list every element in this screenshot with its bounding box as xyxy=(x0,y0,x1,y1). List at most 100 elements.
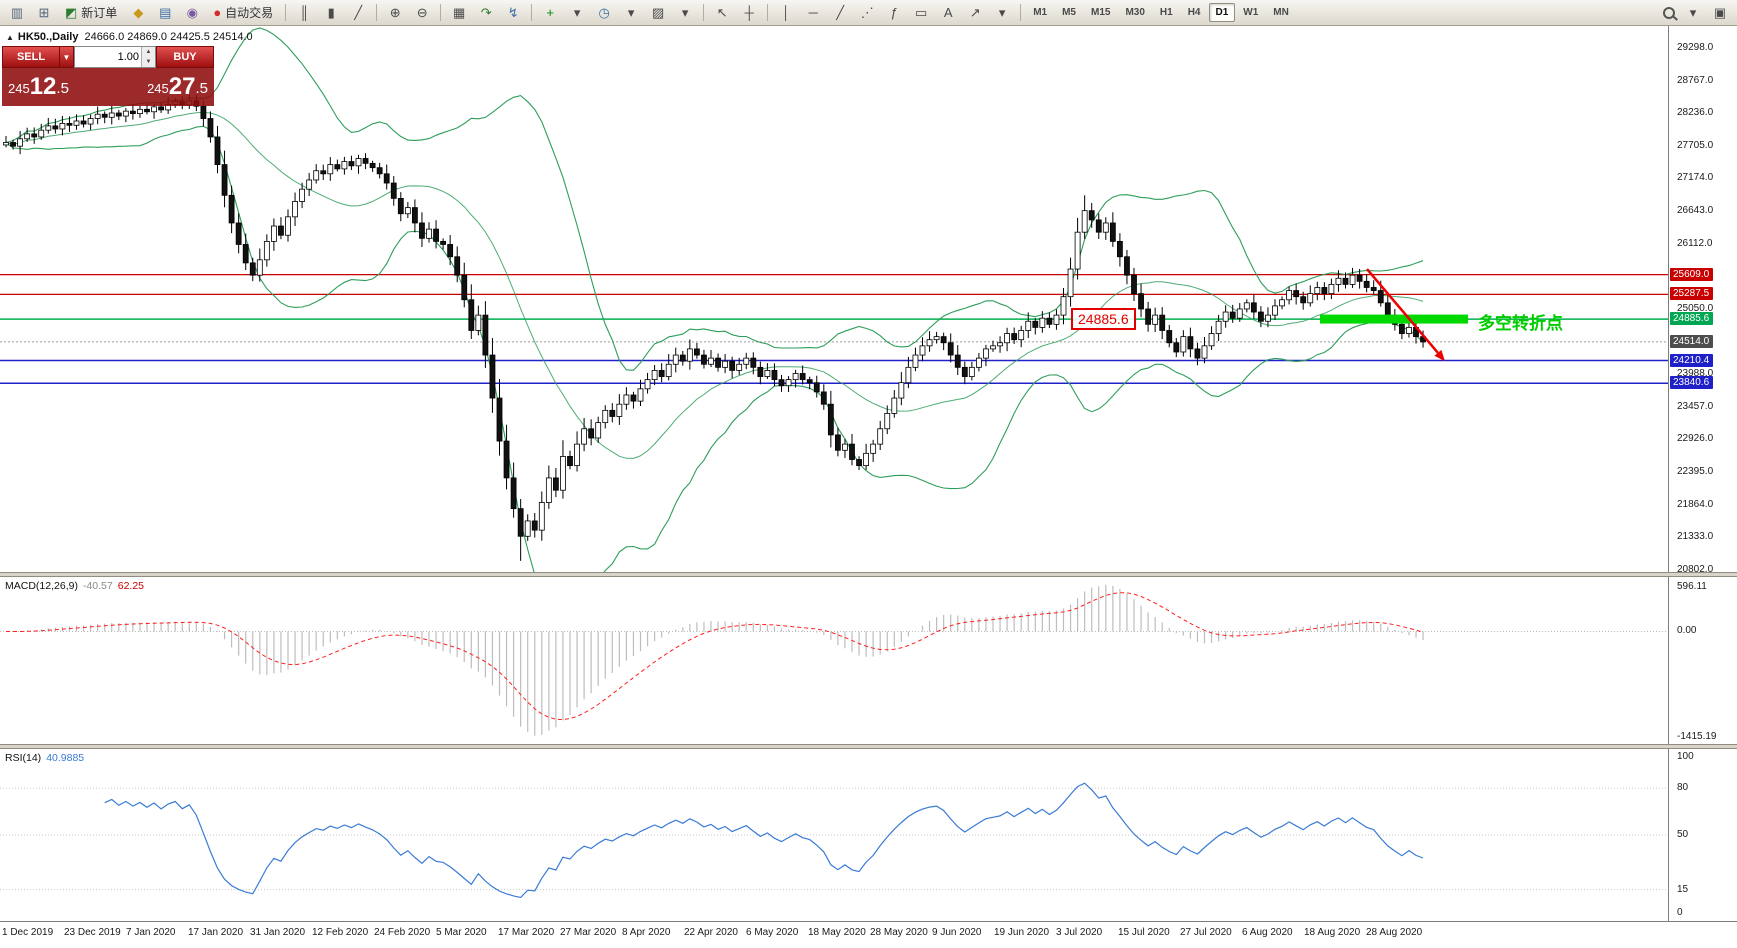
channel-icon[interactable]: ⋰ xyxy=(854,2,880,24)
date-label: 9 Jun 2020 xyxy=(932,927,982,938)
date-label: 8 Apr 2020 xyxy=(622,927,671,938)
new-order-button[interactable]: ◩ 新订单 xyxy=(58,2,124,24)
fibonacci-icon[interactable]: ƒ xyxy=(881,2,907,24)
profiles-icon[interactable]: ⊞ xyxy=(31,2,57,24)
toolbar-separator xyxy=(1020,4,1022,21)
date-label: 1 Dec 2019 xyxy=(2,927,54,938)
chart-shift-icon[interactable]: ↯ xyxy=(500,2,526,24)
templates-dropdown-icon[interactable]: ▾ xyxy=(672,2,698,24)
price-marker: 24514.0 xyxy=(1670,334,1714,348)
toolbar-separator xyxy=(531,4,533,21)
periods-dropdown-icon[interactable]: ▾ xyxy=(618,2,644,24)
chart-shift-icon: ↯ xyxy=(507,5,519,20)
metaeditor-icon: ◆ xyxy=(133,5,144,20)
metaeditor-icon[interactable]: ◆ xyxy=(125,2,151,24)
main-chart-pane[interactable] xyxy=(0,26,1737,572)
cursor-icon[interactable]: ↖ xyxy=(709,2,735,24)
candles xyxy=(3,94,1426,561)
buy-button[interactable]: BUY xyxy=(156,46,214,68)
timeframe-d1[interactable]: D1 xyxy=(1208,3,1236,22)
price-tick: 26643.0 xyxy=(1677,205,1714,217)
text-label-icon[interactable]: A xyxy=(935,2,961,24)
pane-splitter[interactable] xyxy=(0,572,1737,577)
templates-icon: ▨ xyxy=(652,5,665,20)
chart-ohlc-values: 24666.0 24869.0 24425.5 24514.0 xyxy=(84,31,253,43)
date-label: 3 Jul 2020 xyxy=(1056,927,1103,938)
date-label: 27 Jul 2020 xyxy=(1180,927,1232,938)
shapes-icon[interactable]: ▭ xyxy=(908,2,934,24)
zoom-out-icon[interactable]: ⊖ xyxy=(409,2,435,24)
toolbar: ▥ ⊞ ◩ 新订单 ◆ ▤ ◉ ● 自动交易 ║ ▮ ╱ ⊕ ⊖ ▦ ↷ ↯ + ▾ ◷ ▾ ▨ ▾ ↖ ┼ │ ─ ╱ ⋰… xyxy=(0,0,1737,26)
timeframe-m30[interactable]: M30 xyxy=(1125,7,1145,18)
timeframe-m5[interactable]: M5 xyxy=(1062,7,1076,18)
trendline-icon[interactable]: ╱ xyxy=(827,2,853,24)
price-marker: 24885.6 xyxy=(1670,312,1714,326)
tile-windows-icon[interactable]: ▦ xyxy=(446,2,472,24)
crosshair-icon[interactable]: ┼ xyxy=(736,2,762,24)
new-chart-icon: ▥ xyxy=(10,5,24,20)
bar-chart-icon[interactable]: ║ xyxy=(291,2,317,24)
line-chart-icon: ╱ xyxy=(354,5,363,20)
candlestick-chart-icon[interactable]: ▮ xyxy=(318,2,344,24)
templates-dropdown-icon: ▾ xyxy=(681,5,689,20)
panel-icon: ▣ xyxy=(1713,5,1727,20)
new-chart-icon[interactable]: ▥ xyxy=(4,2,30,24)
order-type-dropdown[interactable]: ▼ xyxy=(60,46,74,68)
macd-pane[interactable] xyxy=(0,577,1737,744)
price-tick: 20802.0 xyxy=(1677,563,1714,575)
level-lines xyxy=(0,274,1668,385)
volume-down-icon[interactable]: ▼ xyxy=(142,57,155,67)
vertical-line-icon[interactable]: │ xyxy=(773,2,799,24)
search-icon[interactable] xyxy=(1663,6,1675,19)
timeframe-m15[interactable]: M15 xyxy=(1091,7,1111,18)
date-label: 24 Feb 2020 xyxy=(374,927,431,938)
buy-price-big: 27 xyxy=(168,73,196,100)
zoom-in-icon: ⊕ xyxy=(389,5,401,20)
timeframe-h4[interactable]: H4 xyxy=(1187,7,1201,18)
date-label: 17 Mar 2020 xyxy=(498,927,555,938)
templates-icon[interactable]: ▨ xyxy=(645,2,671,24)
sell-price-frac: .5 xyxy=(56,80,69,97)
sell-button[interactable]: SELL xyxy=(2,46,60,68)
collapse-panel-icon[interactable]: ▲ xyxy=(6,33,14,42)
price-tick: 23457.0 xyxy=(1677,400,1714,412)
price-axis[interactable]: 29298.0 28767.0 28236.0 27705.0 27174.0 26643… xyxy=(1668,26,1737,921)
timeframe-m1[interactable]: M1 xyxy=(1033,7,1048,18)
pane-splitter[interactable] xyxy=(0,744,1737,749)
price-annotation-box: 24885.6 xyxy=(1071,308,1136,331)
price-tick: 25050.0 xyxy=(1677,302,1714,314)
panel-icon[interactable]: ▣ xyxy=(1707,2,1733,24)
periods-icon[interactable]: ◷ xyxy=(591,2,617,24)
terminal-icon[interactable]: ▤ xyxy=(152,2,178,24)
drawing-dropdown-icon[interactable]: ▾ xyxy=(989,2,1015,24)
toolbar-right-group: ▾ ▣ xyxy=(1659,2,1733,24)
timeframe-w1[interactable]: W1 xyxy=(1243,7,1259,18)
navigator-icon[interactable]: ◉ xyxy=(179,2,205,24)
autotrade-button[interactable]: ● 自动交易 xyxy=(206,2,280,24)
periods-dropdown-icon: ▾ xyxy=(627,5,635,20)
navigator-icon: ◉ xyxy=(186,5,198,20)
line-chart-icon[interactable]: ╱ xyxy=(345,2,371,24)
toolbar-separator xyxy=(440,4,442,21)
add-indicator-icon[interactable]: + xyxy=(537,2,563,24)
volume-up-icon[interactable]: ▲ xyxy=(142,47,155,57)
horizontal-line-icon[interactable]: ─ xyxy=(800,2,826,24)
timeframe-h1[interactable]: H1 xyxy=(1159,7,1173,18)
add-indicator-dropdown-icon[interactable]: ▾ xyxy=(564,2,590,24)
auto-scroll-icon: ↷ xyxy=(480,5,492,20)
price-tick: 21864.0 xyxy=(1677,498,1714,510)
price-tick: 22926.0 xyxy=(1677,433,1714,445)
timeframe-mn[interactable]: MN xyxy=(1273,7,1289,18)
time-axis[interactable]: 1 Dec 2019 23 Dec 2019 7 Jan 2020 17 Jan 20… xyxy=(0,921,1737,948)
date-label: 15 Jul 2020 xyxy=(1118,927,1170,938)
zoom-in-icon[interactable]: ⊕ xyxy=(382,2,408,24)
toolbar-separator xyxy=(376,4,378,21)
search-dropdown-icon[interactable]: ▾ xyxy=(1680,2,1706,24)
price-tick: 28767.0 xyxy=(1677,74,1714,86)
arrow-tool-icon[interactable]: ↗ xyxy=(962,2,988,24)
auto-scroll-icon[interactable]: ↷ xyxy=(473,2,499,24)
rsi-pane[interactable] xyxy=(0,749,1737,921)
date-label: 28 May 2020 xyxy=(870,927,928,938)
price-marker: 24210.4 xyxy=(1670,353,1714,367)
volume-input[interactable] xyxy=(75,47,141,67)
